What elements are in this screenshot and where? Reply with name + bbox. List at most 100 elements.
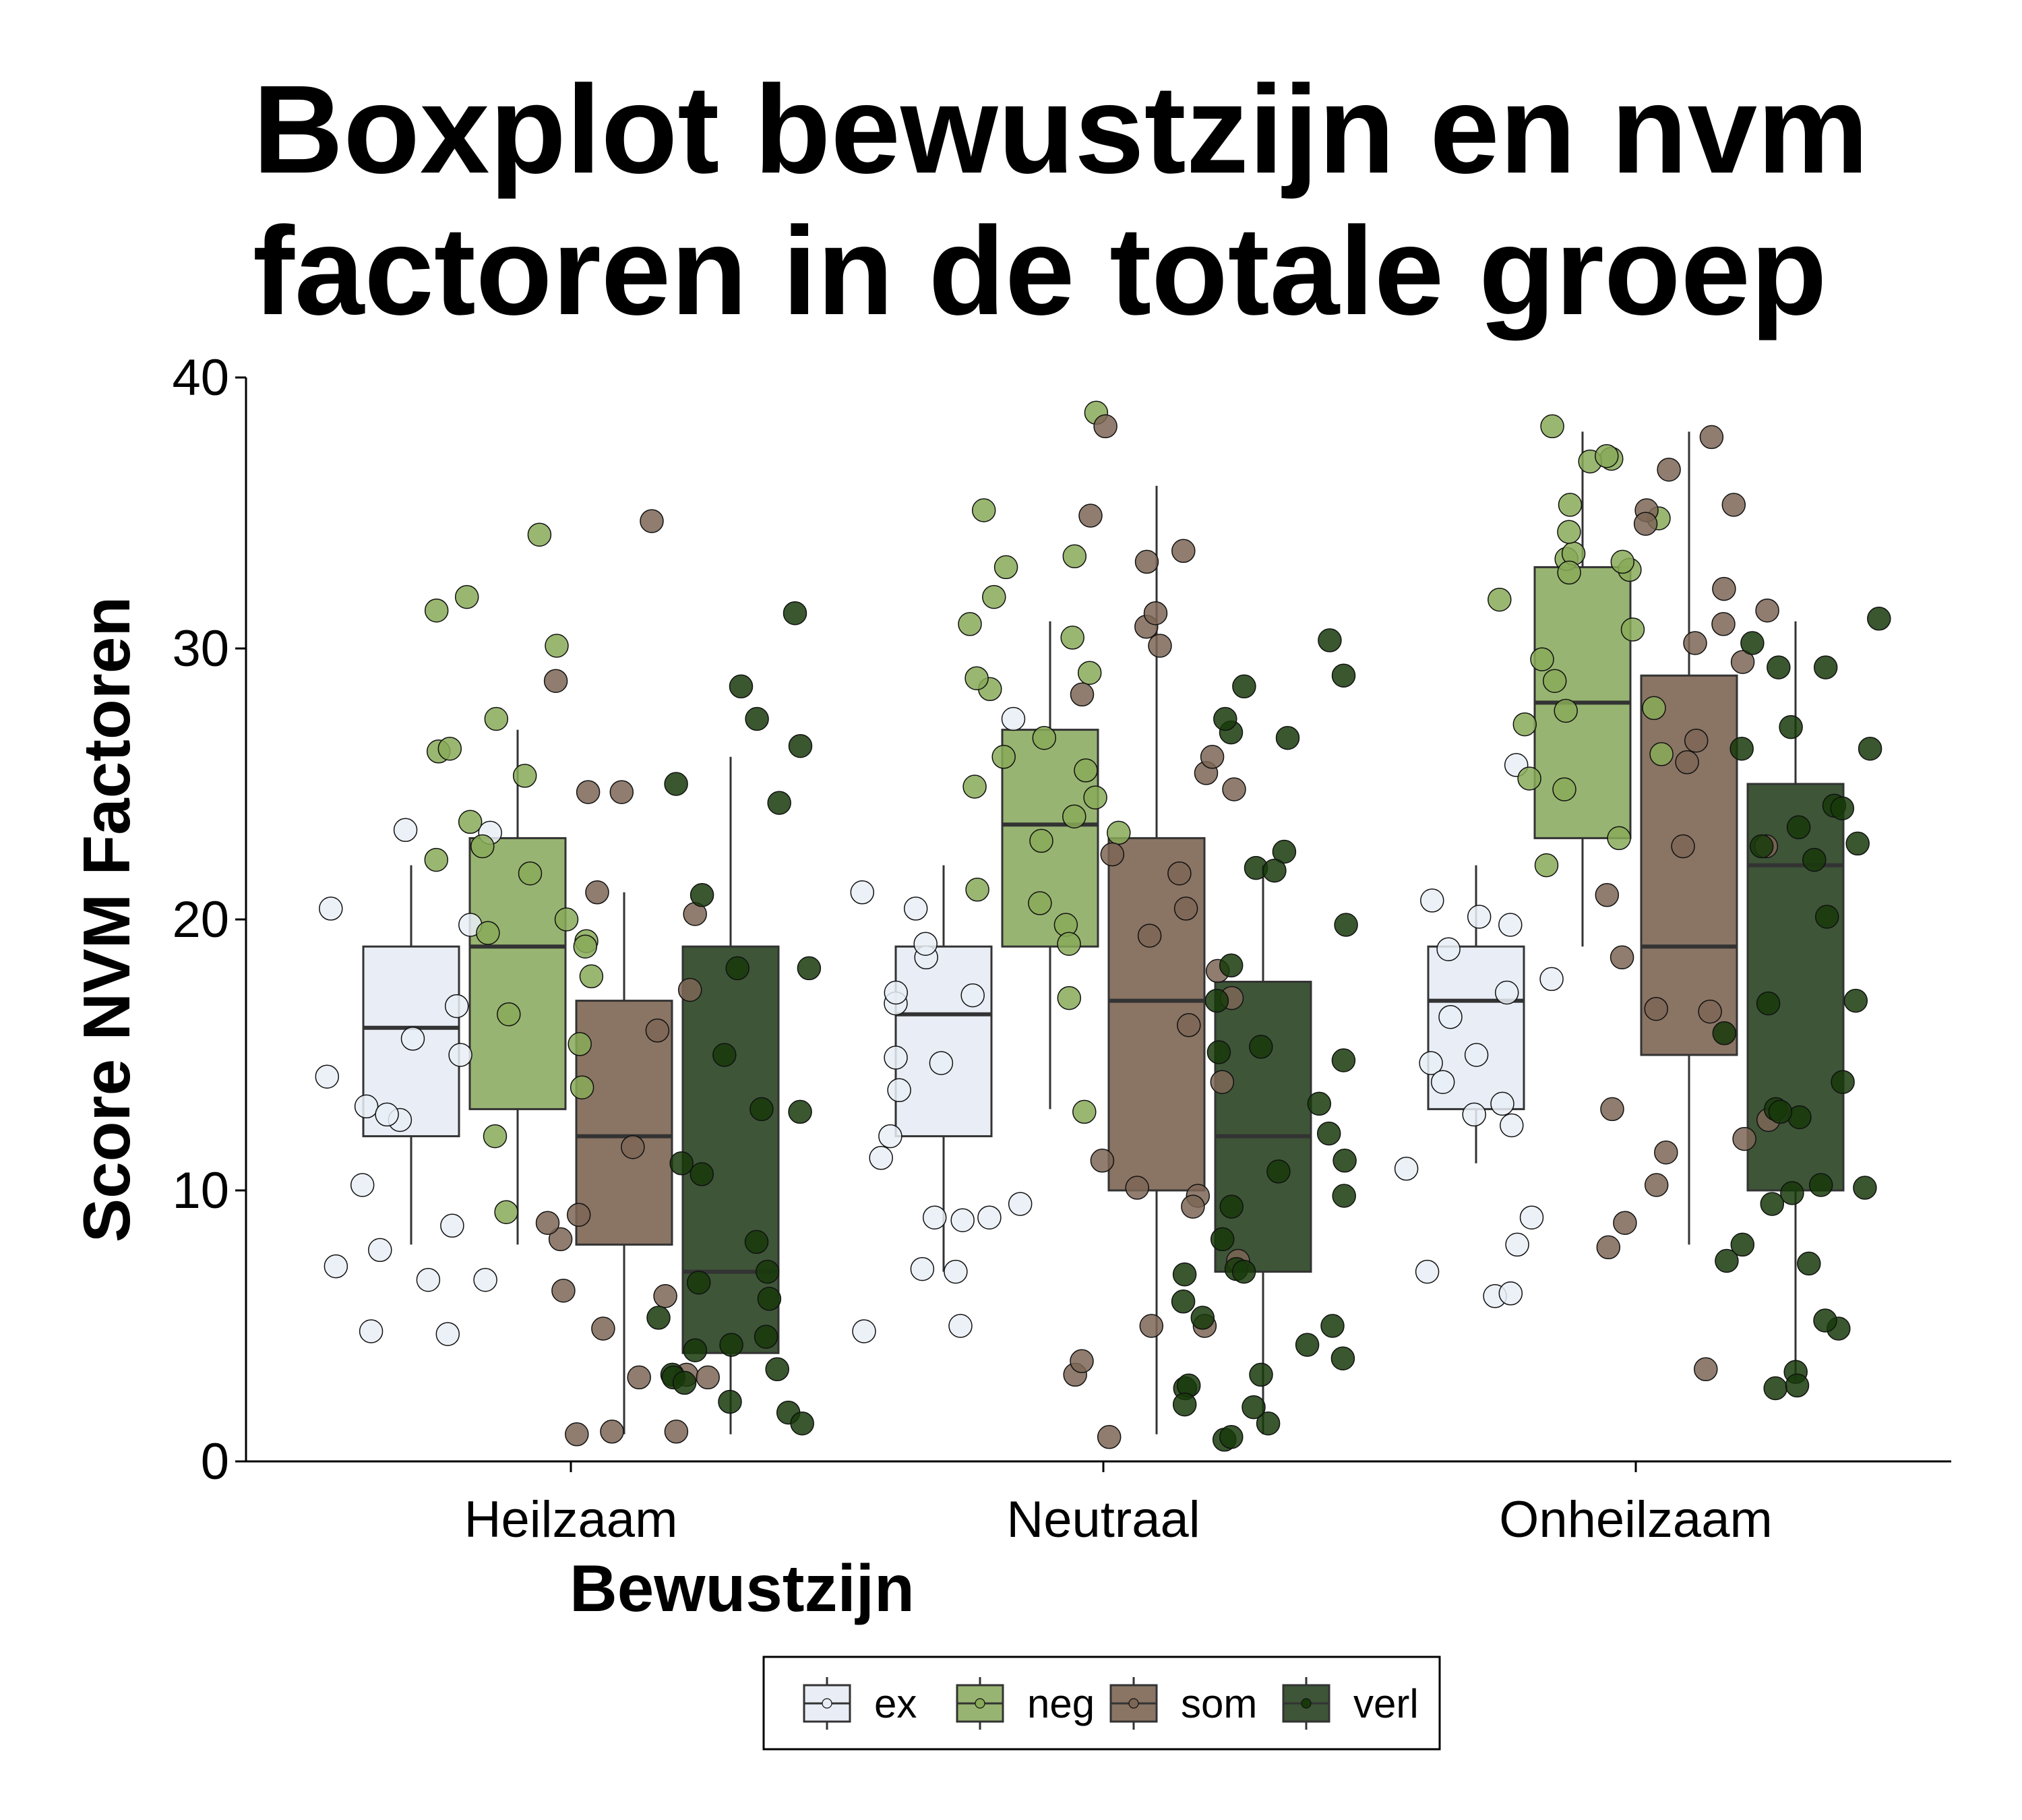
chart-title-line-2: factoren in de totale groep: [253, 202, 1827, 341]
data-point-som: [1100, 842, 1125, 867]
data-point-neg: [494, 1200, 518, 1224]
data-point-verl: [718, 1389, 742, 1414]
data-point-ex: [315, 1064, 340, 1089]
data-point-ex: [1001, 706, 1026, 731]
data-point-ex: [350, 1173, 375, 1197]
data-point-verl: [1768, 1099, 1793, 1124]
box-ex: [894, 865, 993, 1272]
data-point-verl: [1242, 1395, 1266, 1420]
data-point-neg: [454, 584, 479, 609]
data-point-som: [1210, 1070, 1235, 1094]
data-point-neg: [458, 810, 483, 835]
data-point-ex: [448, 1043, 472, 1067]
data-point-verl: [1219, 1194, 1244, 1219]
legend-item-ex: ex: [803, 1677, 917, 1730]
data-point-som: [645, 1019, 670, 1043]
data-point-ex: [1539, 967, 1564, 992]
data-point-verl: [683, 1338, 708, 1362]
data-point-neg: [991, 745, 1016, 769]
data-point-verl: [765, 1357, 789, 1382]
data-point-verl: [672, 1370, 697, 1395]
data-point-neg: [993, 555, 1018, 580]
box-ex: [362, 865, 460, 1245]
data-point-verl: [1320, 1314, 1345, 1338]
data-point-neg: [1557, 560, 1581, 585]
data-point-som: [551, 1278, 576, 1303]
data-point-verl: [1172, 1392, 1197, 1417]
data-point-neg: [476, 921, 500, 945]
data-point-verl: [1763, 1376, 1787, 1401]
data-point-neg: [568, 1032, 592, 1056]
data-point-verl: [1715, 1248, 1739, 1273]
data-point-neg: [579, 964, 604, 989]
legend-label: neg: [1027, 1681, 1095, 1726]
data-point-verl: [1779, 715, 1803, 739]
data-point-som: [1600, 1097, 1624, 1122]
data-point-ex: [324, 1254, 348, 1279]
box-body: [468, 837, 567, 1110]
data-point-verl: [1756, 991, 1781, 1016]
data-point-som: [1093, 414, 1117, 439]
data-point-som: [1698, 999, 1722, 1024]
data-point-verl: [1332, 1184, 1356, 1208]
data-point-som: [585, 880, 609, 905]
box-body: [1214, 980, 1312, 1273]
data-point-verl: [1780, 1181, 1804, 1205]
x-tick-label: Neutraal: [1006, 1491, 1200, 1548]
data-point-ex: [960, 983, 985, 1008]
data-point-ex: [1430, 1070, 1455, 1094]
data-point-som: [664, 1420, 689, 1444]
data-point-verl: [1275, 725, 1300, 750]
data-point-som: [600, 1420, 624, 1444]
data-point-ex: [393, 818, 418, 843]
data-point-som: [1070, 682, 1095, 707]
data-point-som: [1177, 1013, 1201, 1037]
x-tick-label: Heilzaam: [464, 1491, 678, 1548]
box-neg: [1533, 431, 1632, 947]
data-point-som: [1200, 745, 1225, 769]
data-point-ex: [887, 1078, 911, 1103]
data-point-verl: [788, 733, 813, 758]
data-point-ex: [375, 1102, 399, 1127]
data-point-neg: [1512, 712, 1537, 737]
legend-label: ex: [874, 1681, 917, 1726]
data-point-ex: [1490, 1091, 1514, 1116]
data-point-som: [576, 780, 601, 804]
data-point-verl: [1813, 655, 1838, 679]
data-point-verl: [1272, 839, 1297, 864]
data-point-neg: [424, 598, 449, 623]
data-point-som: [1173, 897, 1198, 921]
legend-key-point: [1128, 1698, 1139, 1709]
data-point-verl: [1749, 834, 1774, 859]
data-point-verl: [712, 1043, 737, 1067]
data-point-verl: [1767, 655, 1791, 679]
data-point-som: [621, 1134, 645, 1159]
data-point-som: [1755, 598, 1779, 623]
data-point-som: [591, 1316, 615, 1341]
data-point-som: [1730, 650, 1755, 674]
data-point-som: [535, 1211, 560, 1235]
data-point-neg: [1530, 647, 1554, 671]
data-point-neg: [1595, 444, 1619, 468]
data-point-som: [1671, 834, 1695, 859]
data-point-som: [1137, 923, 1162, 948]
data-point-ex: [435, 1322, 460, 1346]
data-point-som: [566, 1203, 591, 1227]
data-point-verl: [1785, 1373, 1810, 1398]
data-point-verl: [1318, 628, 1342, 653]
data-point-neg: [1610, 549, 1635, 574]
data-point-verl: [1219, 953, 1244, 978]
data-point-som: [627, 1365, 651, 1390]
data-point-som: [1148, 634, 1172, 658]
data-point-neg: [497, 1002, 521, 1027]
data-point-verl: [725, 956, 749, 981]
data-point-verl: [1853, 1176, 1877, 1200]
data-point-neg: [483, 1124, 508, 1149]
data-point-neg: [1557, 520, 1581, 544]
data-point-som: [1070, 1349, 1094, 1374]
data-point-verl: [1867, 607, 1891, 631]
data-point-neg: [1554, 698, 1578, 723]
data-point-ex: [884, 1045, 908, 1070]
data-point-verl: [790, 1411, 814, 1436]
data-point-neg: [1062, 544, 1087, 569]
